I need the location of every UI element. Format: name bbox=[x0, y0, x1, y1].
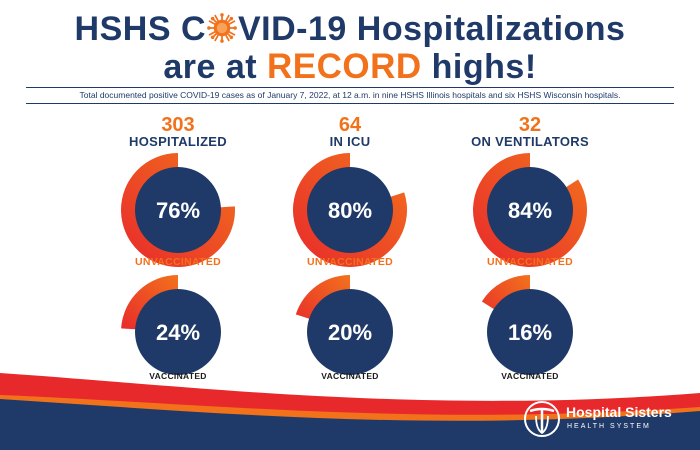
unvaccinated-percent: 84% bbox=[508, 198, 552, 223]
unvaccinated-donut: 80% bbox=[293, 153, 407, 267]
stat-column-ventilators: 32 ON VENTILATORS 84% UNVACCINATED 16% V… bbox=[440, 112, 620, 392]
headline-record: RECORD bbox=[267, 47, 422, 86]
stat-label: IN ICU bbox=[329, 134, 371, 149]
vaccinated-donut: 20% bbox=[295, 275, 393, 375]
vaccinated-donut: 16% bbox=[481, 275, 573, 375]
headline-line-1: HSHS C VID-19 Hospitalizations bbox=[0, 10, 700, 49]
stat-count: 32 bbox=[518, 114, 542, 136]
unvaccinated-donut: 84% bbox=[473, 153, 587, 267]
unvaccinated-donut: 76% bbox=[121, 153, 235, 267]
brand-name: Hospital Sisters bbox=[566, 404, 672, 420]
unvaccinated-percent: 80% bbox=[328, 198, 372, 223]
stat-column-hospitalized: 303 HOSPITALIZED 76% UNVACCINATED 24% VA… bbox=[88, 112, 268, 392]
unvaccinated-label: UNVACCINATED bbox=[486, 256, 574, 268]
stat-count: 64 bbox=[338, 114, 362, 136]
vaccinated-percent: 20% bbox=[328, 320, 372, 345]
vaccinated-percent: 24% bbox=[156, 320, 200, 345]
donut-center bbox=[135, 289, 221, 375]
brand-subtitle: HEALTH SYSTEM bbox=[567, 423, 651, 430]
unvaccinated-label: UNVACCINATED bbox=[134, 256, 222, 268]
stat-column-icu: 64 IN ICU 80% UNVACCINATED 20% VACCINATE… bbox=[260, 112, 440, 392]
donut-center bbox=[487, 167, 573, 253]
headline-line2-before: are at bbox=[163, 48, 268, 86]
donut-center bbox=[487, 289, 573, 375]
divider-bottom bbox=[26, 103, 674, 104]
brand: Hospital Sisters HEALTH SYSTEM bbox=[522, 399, 692, 439]
hshs-cross-logo-icon bbox=[524, 401, 560, 437]
vaccinated-label: VACCINATED bbox=[501, 371, 559, 381]
subtitle: Total documented positive COVID-19 cases… bbox=[79, 90, 621, 100]
unvaccinated-label: UNVACCINATED bbox=[306, 256, 394, 268]
stat-label: ON VENTILATORS bbox=[471, 134, 589, 149]
footer-wave bbox=[0, 373, 700, 450]
donut-center bbox=[135, 167, 221, 253]
divider-top bbox=[26, 87, 674, 88]
donut-center bbox=[307, 289, 393, 375]
headline-line1-before: HSHS C bbox=[74, 10, 206, 48]
vaccinated-percent: 16% bbox=[508, 320, 552, 345]
stat-count: 303 bbox=[161, 114, 195, 136]
donut-center bbox=[307, 167, 393, 253]
unvaccinated-percent: 76% bbox=[156, 198, 200, 223]
vaccinated-label: VACCINATED bbox=[149, 371, 207, 381]
virus-icon bbox=[207, 13, 237, 43]
headline-line2-after: highs! bbox=[421, 48, 537, 86]
vaccinated-label: VACCINATED bbox=[321, 371, 379, 381]
headline-line-2: are at RECORD highs! bbox=[0, 47, 700, 87]
stat-label: HOSPITALIZED bbox=[129, 134, 227, 149]
vaccinated-donut: 24% bbox=[121, 275, 221, 375]
headline-line1-after: VID-19 Hospitalizations bbox=[238, 10, 626, 48]
